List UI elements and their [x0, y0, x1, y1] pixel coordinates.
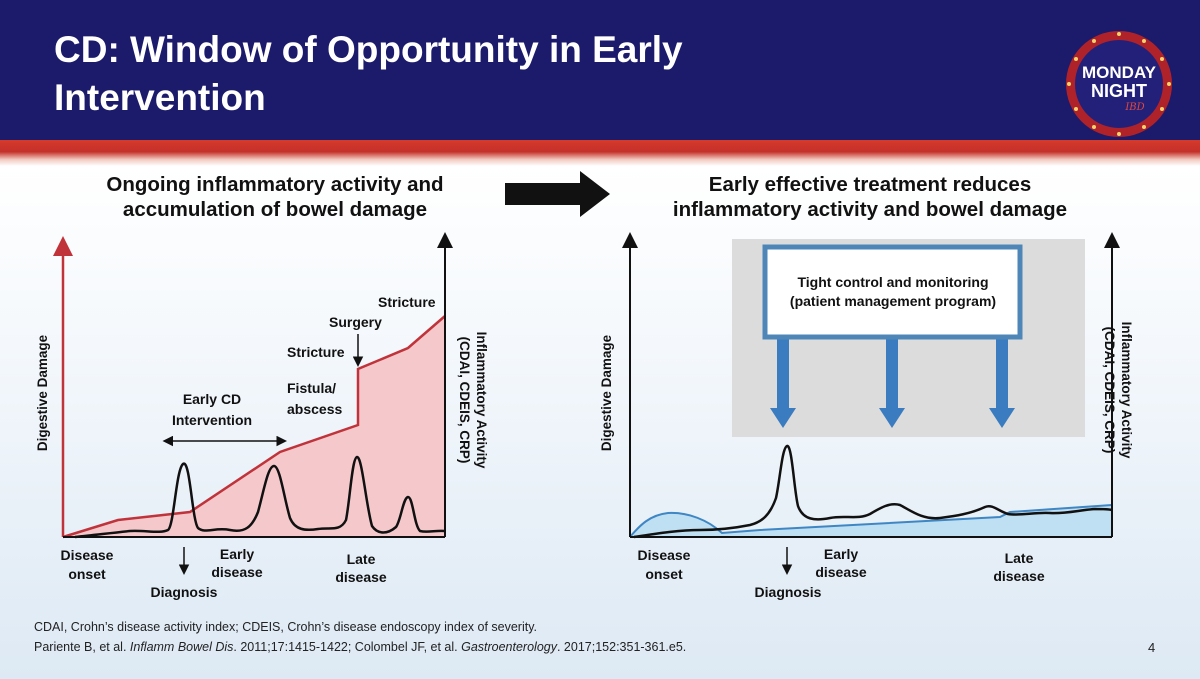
right-label-onset-line-1: Disease	[638, 547, 691, 563]
annotation-stricture-mid: Stricture	[287, 344, 345, 360]
footnote-journal-1: Inflamm Bowel Dis	[129, 640, 234, 654]
monday-night-ibd-logo: MONDAY NIGHT IBD	[1066, 31, 1172, 137]
annotation-early-cd-line-2: Intervention	[172, 412, 252, 428]
transition-arrow-icon	[505, 171, 610, 217]
annotation-fistula-line-1: Fistula/	[287, 380, 336, 396]
footnote-journal-2: Gastroenterology	[461, 640, 557, 654]
left-right-axis-label: Inflammatory Activity (CDAI, CDEIS, CRP)	[457, 332, 489, 469]
monitoring-arrow-1-icon	[770, 408, 796, 428]
left-label-early-line-2: disease	[211, 564, 263, 580]
left-heading-line-1: Ongoing inflammatory activity and	[106, 173, 444, 196]
left-diagram: Digestive Damage Inflammatory Activity (…	[35, 232, 489, 600]
left-activity-curve	[74, 455, 446, 539]
right-label-onset-line-2: onset	[645, 566, 683, 582]
right-activity-curve	[633, 444, 1113, 539]
right-label-late-line-1: Late	[1005, 550, 1034, 566]
logo-inner-disc	[1075, 40, 1163, 128]
left-label-onset-line-2: onset	[68, 566, 106, 582]
right-y-axis-label: Digestive Damage	[599, 334, 614, 451]
right-damage-area	[630, 505, 1112, 537]
right-heading-line-1: Early effective treatment reduces	[708, 173, 1032, 196]
footnote-ref-part-2: . 2011;17:1415-1422; Colombel JF, et al.	[233, 640, 462, 654]
monitoring-arrow-3-icon	[989, 408, 1015, 428]
right-label-diagnosis: Diagnosis	[755, 584, 822, 600]
right-right-axis-label: Inflammatory Activity (CDAI, CDEIS, CRP)	[1102, 322, 1134, 459]
right-damage-line	[629, 504, 1113, 538]
left-label-onset-line-1: Disease	[61, 547, 114, 563]
logo-bulbs	[1067, 32, 1171, 136]
logo-text-night: NIGHT	[1091, 81, 1147, 101]
monitoring-arrows	[770, 336, 1015, 428]
right-label-early-line-1: Early	[824, 546, 858, 562]
title-line-2: Intervention	[54, 77, 266, 118]
annotation-fistula-line-2: abscess	[287, 401, 342, 417]
slide-header	[0, 0, 1200, 140]
left-y-axis-label: Digestive Damage	[35, 334, 50, 451]
left-damage-area	[63, 316, 445, 537]
left-heading-line-2: accumulation of bowel damage	[122, 198, 428, 221]
tight-control-line-1: Tight control and monitoring	[797, 274, 988, 290]
left-right-axis-line-2: (CDAI, CDEIS, CRP)	[457, 337, 472, 464]
right-heading-line-2: inflammatory activity and bowel damage	[672, 198, 1068, 221]
right-diagram: Tight control and monitoring (patient ma…	[599, 232, 1134, 600]
footnote-abbreviations: CDAI, Crohn’s disease activity index; CD…	[34, 620, 538, 634]
right-right-axis-line-2: (CDAI, CDEIS, CRP)	[1102, 327, 1117, 454]
monitoring-arrow-2-icon	[879, 408, 905, 428]
left-label-diagnosis: Diagnosis	[151, 584, 218, 600]
left-label-early-line-1: Early	[220, 546, 254, 562]
monitoring-arrow-3-shaft	[996, 336, 1008, 410]
annotation-surgery: Surgery	[329, 314, 382, 330]
right-label-early-line-2: disease	[815, 564, 867, 580]
left-label-late-line-1: Late	[347, 551, 376, 567]
left-right-axis-line-1: Inflammatory Activity	[474, 332, 489, 469]
slide-title: CD: Window of Opportunity in Early Inter…	[54, 26, 954, 122]
page-number: 4	[1148, 640, 1156, 655]
annotation-early-cd-line-1: Early CD	[183, 391, 241, 407]
tight-control-line-2: (patient management program)	[790, 293, 996, 309]
annotation-stricture-top: Stricture	[378, 294, 436, 310]
monitoring-arrow-1-shaft	[777, 336, 789, 410]
tight-control-box	[762, 244, 1023, 340]
right-panel-heading: Early effective treatment reduces inflam…	[620, 172, 1120, 222]
header-stripe	[0, 140, 1200, 166]
footnote-ref-part-3: . 2017;152:351-361.e5.	[556, 640, 687, 654]
right-label-late-line-2: disease	[993, 568, 1045, 584]
left-panel-heading: Ongoing inflammatory activity and accumu…	[60, 172, 490, 222]
footnote-references: Pariente B, et al. Inflamm Bowel Dis. 20…	[34, 640, 686, 654]
monitoring-arrow-2-shaft	[886, 336, 898, 410]
left-label-late-line-2: disease	[335, 569, 387, 585]
footnote-ref-part-1: Pariente B, et al.	[34, 640, 130, 654]
logo-text-monday: MONDAY	[1082, 63, 1157, 82]
logo-text-ibd: IBD	[1124, 102, 1144, 113]
left-damage-line	[62, 315, 446, 539]
right-right-axis-line-1: Inflammatory Activity	[1119, 322, 1134, 459]
title-line-1: CD: Window of Opportunity in Early	[54, 29, 683, 70]
